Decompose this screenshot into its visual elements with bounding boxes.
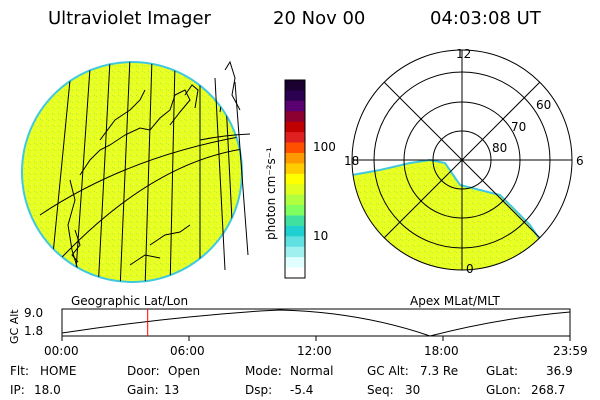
colorbar-tick-100: 100 bbox=[313, 140, 336, 154]
colorbar bbox=[285, 80, 305, 279]
colorbar-segment bbox=[285, 111, 305, 123]
gain-value: 13 bbox=[164, 383, 180, 397]
xtick-2359: 23:59 bbox=[553, 344, 588, 358]
seq-label: Seq: bbox=[367, 383, 394, 397]
colorbar-segment bbox=[285, 152, 305, 164]
date-label: 20 Nov 00 bbox=[273, 8, 366, 29]
instrument-title: Ultraviolet Imager bbox=[48, 8, 211, 29]
ip-label: IP: bbox=[10, 383, 25, 397]
colorbar-segment bbox=[285, 173, 305, 185]
colorbar-segment bbox=[285, 132, 305, 144]
colorbar-segment bbox=[285, 267, 305, 279]
colorbar-segment bbox=[285, 184, 305, 196]
colorbar-segment bbox=[285, 163, 305, 175]
door-value: Open bbox=[168, 364, 201, 378]
door-label: Door: bbox=[127, 364, 160, 378]
xtick-0600: 06:00 bbox=[170, 344, 205, 358]
altitude-ytick-bottom: 1.8 bbox=[24, 324, 44, 338]
dsp-label: Dsp: bbox=[245, 383, 273, 397]
glat-value: 36.9 bbox=[546, 364, 573, 378]
mlt-line-diag-2 bbox=[383, 81, 541, 239]
altitude-curve bbox=[61, 309, 571, 337]
dsp-value: -5.4 bbox=[290, 383, 314, 397]
time-label: 04:03:08 UT bbox=[430, 8, 541, 29]
seq-value: 30 bbox=[405, 383, 421, 397]
altitude-plot bbox=[61, 308, 571, 341]
coastlines bbox=[67, 84, 223, 282]
colorbar-segment bbox=[285, 225, 305, 237]
colorbar-segment bbox=[285, 100, 305, 112]
mlt-label-right: 6 bbox=[576, 154, 584, 168]
geographic-caption: Geographic Lat/Lon bbox=[71, 294, 189, 308]
mlat-label-60: 60 bbox=[536, 98, 552, 112]
mlat-label-80: 80 bbox=[492, 141, 508, 155]
colorbar-segment bbox=[285, 90, 305, 102]
colorbar-segment bbox=[285, 205, 305, 216]
auroral-oval bbox=[352, 158, 550, 270]
colorbar-segment bbox=[285, 236, 305, 248]
colorbar-segment bbox=[285, 121, 305, 133]
apex-caption: Apex MLat/MLT bbox=[410, 294, 500, 308]
colorbar-unit-label: photon cm⁻²s⁻¹ bbox=[264, 147, 278, 240]
mode-value: Normal bbox=[290, 364, 334, 378]
colorbar-segment bbox=[285, 215, 305, 227]
colorbar-tick-10: 10 bbox=[313, 229, 329, 243]
mlt-label-top: 12 bbox=[456, 47, 472, 61]
mode-label: Mode: bbox=[245, 364, 282, 378]
geographic-disk bbox=[21, 61, 243, 283]
colorbar-segment bbox=[285, 194, 305, 206]
geographic-map bbox=[21, 60, 251, 283]
xtick-0000: 00:00 bbox=[44, 344, 79, 358]
glon-value: 268.7 bbox=[531, 383, 566, 397]
colorbar-frame bbox=[284, 79, 306, 279]
gcalt-value: 7.3 Re bbox=[420, 364, 459, 378]
gain-label: Gain: bbox=[127, 383, 159, 397]
colorbar-segment bbox=[285, 142, 305, 154]
mlt-label-left: 18 bbox=[344, 154, 360, 168]
glat-label: GLat: bbox=[486, 364, 519, 378]
flt-label: Flt: bbox=[10, 364, 29, 378]
xtick-1200: 12:00 bbox=[297, 344, 332, 358]
polar-map bbox=[351, 49, 573, 271]
glon-label: GLon: bbox=[486, 383, 521, 397]
colorbar-segment bbox=[285, 80, 305, 91]
flt-value: HOME bbox=[40, 364, 77, 378]
altitude-ytick-top: 9.0 bbox=[24, 306, 44, 320]
colorbar-segment bbox=[285, 246, 305, 258]
altitude-ylabel: GC Alt bbox=[8, 309, 21, 344]
mlat-label-70: 70 bbox=[511, 120, 527, 134]
mlt-label-bottom: 0 bbox=[466, 262, 474, 276]
colorbar-segment bbox=[285, 257, 305, 269]
gcalt-label: GC Alt: bbox=[367, 364, 409, 378]
xtick-1800: 18:00 bbox=[424, 344, 459, 358]
ip-value: 18.0 bbox=[34, 383, 61, 397]
